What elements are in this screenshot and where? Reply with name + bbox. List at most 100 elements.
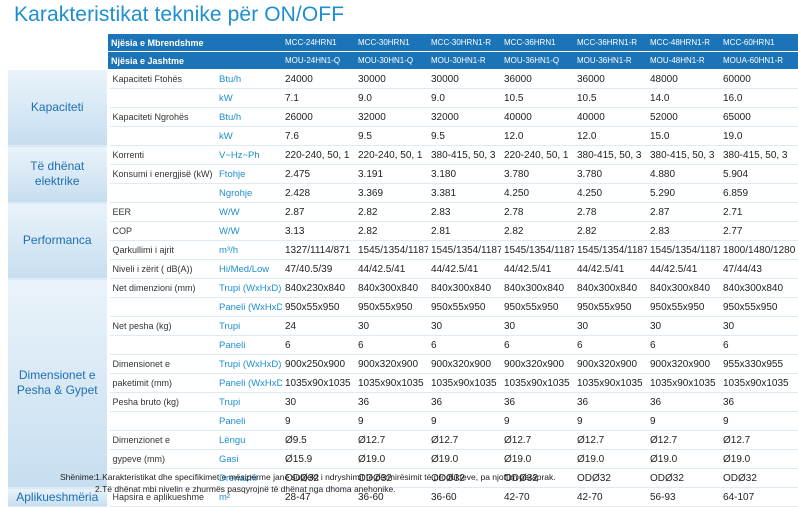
value-cell: 30 xyxy=(428,316,501,336)
row-unit: Hi/Med/Low xyxy=(216,259,282,279)
value-cell: 16.0 xyxy=(720,88,798,108)
indoor-model: MCC-30HRN1-R xyxy=(428,34,501,52)
value-cell: 44/42.5/41 xyxy=(355,259,428,279)
value-cell: 56-93 xyxy=(647,487,720,507)
row-unit: Paneli (WxHxD) xyxy=(216,297,282,317)
value-cell: 6.859 xyxy=(720,183,798,203)
value-cell: Ø12.7 xyxy=(647,430,720,450)
table-row: Dimensionet e Pesha & Gypet Net dimenzion… xyxy=(8,278,798,488)
value-cell: Ø12.7 xyxy=(428,430,501,450)
value-cell: 1035x90x1035 xyxy=(720,373,798,393)
row-unit: Btu/h xyxy=(216,107,282,127)
table-row: paketimit (mm) Paneli (WxHxD) 1035x90x1035… xyxy=(8,373,798,393)
value-cell: 2.87 xyxy=(282,202,355,222)
row-unit: Drenazhi xyxy=(216,468,282,488)
table-row: kW 7.6 9.5 9.5 12.0 12.0 15.0 19.0 xyxy=(8,126,798,146)
row-unit: W/W xyxy=(216,202,282,222)
value-cell: 840x300x840 xyxy=(720,278,798,298)
value-cell: 840x300x840 xyxy=(574,278,647,298)
sec-kapaciteti: Kapaciteti xyxy=(8,69,110,146)
value-cell: 9 xyxy=(574,411,647,431)
value-cell: Ø9.5 xyxy=(282,430,355,450)
value-cell: 36 xyxy=(355,392,428,412)
row-unit: m³/h xyxy=(216,240,282,260)
row-label: gypeve (mm) xyxy=(108,449,216,469)
value-cell: 3.780 xyxy=(501,164,574,184)
value-cell: 1035x90x1035 xyxy=(501,373,574,393)
value-cell: Ø12.7 xyxy=(501,430,574,450)
sec-elektrike: Të dhënat elektrike xyxy=(8,145,110,203)
value-cell: 2.82 xyxy=(355,202,428,222)
indoor-model: MCC-48HRN1-R xyxy=(647,34,720,52)
page-title: Karakteristikat teknike për ON/OFF xyxy=(14,3,345,26)
value-cell: 2.82 xyxy=(574,221,647,241)
value-cell: 380-415, 50, 3 xyxy=(720,145,798,165)
table-row: Qarkullimi i ajrit m³/h 1327/1114/871 1545/… xyxy=(8,240,798,260)
value-cell: 950x55x950 xyxy=(282,297,355,317)
value-cell: 840x300x840 xyxy=(501,278,574,298)
value-cell: 9 xyxy=(428,411,501,431)
table-row: Paneli 6 6 6 6 6 6 6 xyxy=(8,335,798,355)
value-cell: 2.428 xyxy=(282,183,355,203)
value-cell: 65000 xyxy=(720,107,798,127)
value-cell: 42-70 xyxy=(574,487,647,507)
value-cell: 44/42.5/41 xyxy=(647,259,720,279)
notes-label: Shënime: xyxy=(60,472,96,482)
value-cell: 4.250 xyxy=(501,183,574,203)
value-cell: 36000 xyxy=(501,69,574,89)
value-cell: 9 xyxy=(501,411,574,431)
value-cell: 900x320x900 xyxy=(428,354,501,374)
value-cell: 40000 xyxy=(501,107,574,127)
value-cell: ODØ32 xyxy=(428,468,501,488)
table-row: gypeve (mm) Gasi Ø15.9 Ø19.0 Ø19.0 Ø19.0 Ø19.0… xyxy=(8,449,798,469)
value-cell: 2.83 xyxy=(647,221,720,241)
value-cell: 380-415, 50, 3 xyxy=(574,145,647,165)
table-row: Të dhënat elektrike Korrenti V~Hz~Ph 220-24… xyxy=(8,145,798,203)
table-row: kW 7.1 9.0 9.0 10.5 10.5 14.0 16.0 xyxy=(8,88,798,108)
value-cell: 10.5 xyxy=(501,88,574,108)
outdoor-model: MOUA-60HN1-R xyxy=(720,51,798,70)
row-unit: Paneli xyxy=(216,335,282,355)
value-cell: 220-240, 50, 1 xyxy=(282,145,355,165)
value-cell: 1545/1354/1187 xyxy=(501,240,574,260)
value-cell: ODØ32 xyxy=(282,468,355,488)
outdoor-model: MOU-24HN1-Q xyxy=(282,51,355,70)
value-cell: 1327/1114/871 xyxy=(282,240,355,260)
value-cell: 3.191 xyxy=(355,164,428,184)
note-2: 2.Të dhënat mbi nivelin e zhurmës pasqyr… xyxy=(95,484,396,494)
row-unit: Trupi (WxHxD) xyxy=(216,354,282,374)
value-cell: 47/44/43 xyxy=(720,259,798,279)
value-cell: 64-107 xyxy=(720,487,798,507)
value-cell: 5.290 xyxy=(647,183,720,203)
value-cell: 32000 xyxy=(428,107,501,127)
row-label: Kapaciteti Ngrohës xyxy=(108,107,216,127)
value-cell: 36 xyxy=(501,392,574,412)
value-cell: 955x330x955 xyxy=(720,354,798,374)
indoor-model: MCC-36HRN1-R xyxy=(574,34,647,52)
value-cell: 6 xyxy=(355,335,428,355)
table-row: Paneli (WxHxD) 950x55x950 950x55x950 950x55… xyxy=(8,297,798,317)
value-cell: 9 xyxy=(720,411,798,431)
value-cell: 2.87 xyxy=(647,202,720,222)
row-unit: Gasi xyxy=(216,449,282,469)
value-cell: 3.13 xyxy=(282,221,355,241)
value-cell: 24 xyxy=(282,316,355,336)
table-row: Konsumi i energjisë (kW) Ftohje 2.475 3.191… xyxy=(8,164,798,184)
value-cell: 1545/1354/1187 xyxy=(647,240,720,260)
value-cell: 32000 xyxy=(355,107,428,127)
row-label xyxy=(108,126,216,146)
value-cell: Ø19.0 xyxy=(647,449,720,469)
table-row: Ngrohje 2.428 3.369 3.381 4.250 4.250 5.290 6.8… xyxy=(8,183,798,203)
value-cell: 10.5 xyxy=(574,88,647,108)
row-label: Pesha bruto (kg) xyxy=(108,392,216,412)
value-cell: 47/40.5/39 xyxy=(282,259,355,279)
value-cell: 26000 xyxy=(282,107,355,127)
value-cell: 900x250x900 xyxy=(282,354,355,374)
value-cell: 6 xyxy=(647,335,720,355)
value-cell: ODØ32 xyxy=(574,468,647,488)
value-cell: 3.180 xyxy=(428,164,501,184)
row-unit: W/W xyxy=(216,221,282,241)
value-cell: 30 xyxy=(720,316,798,336)
row-label: Konsumi i energjisë (kW) xyxy=(108,164,216,184)
value-cell: ODØ32 xyxy=(355,468,428,488)
